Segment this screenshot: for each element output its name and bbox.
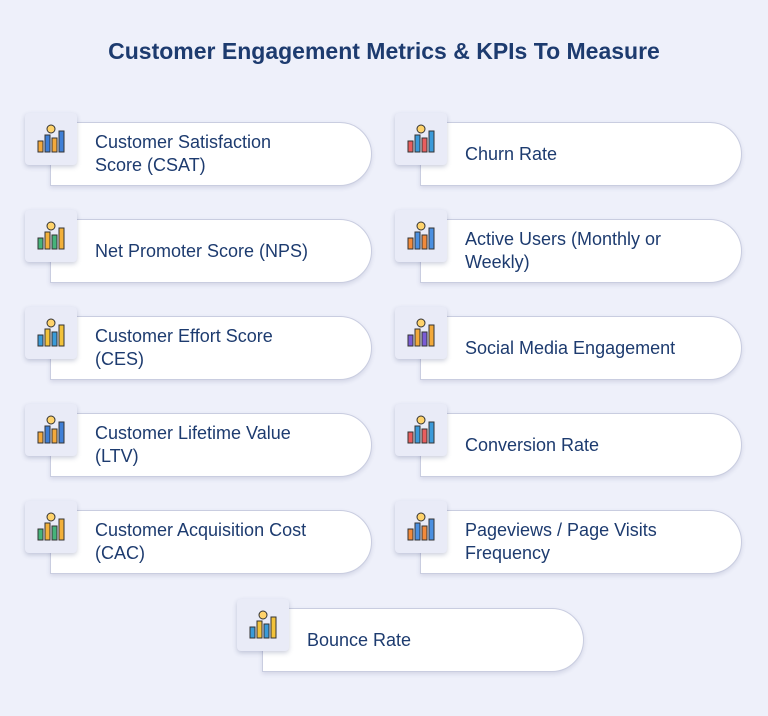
metric-label: Customer Lifetime Value (LTV) — [95, 414, 291, 476]
metric-card: Churn Rate — [420, 122, 742, 186]
metric-label-line: Customer Lifetime Value — [95, 423, 291, 443]
metric-label: Conversion Rate — [465, 414, 599, 476]
metric-label-line: Bounce Rate — [307, 629, 412, 650]
metric-label: Customer Satisfaction Score (CSAT) — [95, 123, 271, 185]
metric-icon — [395, 307, 447, 359]
metric-icon — [395, 501, 447, 553]
metric-label-line: Frequency — [465, 543, 551, 563]
metric-icon — [25, 307, 77, 359]
metric-label: Active Users (Monthly or Weekly) — [465, 220, 661, 282]
metric-card: Active Users (Monthly or Weekly) — [420, 219, 742, 283]
page-title: Customer Engagement Metrics & KPIs To Me… — [108, 38, 660, 64]
metric-label: Customer Effort Score (CES) — [95, 317, 273, 379]
metric-card: Customer Effort Score (CES) — [50, 316, 372, 380]
metric-label: Bounce Rate — [307, 609, 411, 671]
metric-icon — [395, 210, 447, 262]
metric-label: Net Promoter Score (NPS) — [95, 220, 308, 282]
metric-card: Customer Acquisition Cost (CAC) — [50, 510, 372, 574]
metric-card: Net Promoter Score (NPS) — [50, 219, 372, 283]
metric-label-line: (LTV) — [95, 446, 139, 466]
metric-label: Social Media Engagement — [465, 317, 675, 379]
metric-icon — [25, 210, 77, 262]
metric-card: Social Media Engagement — [420, 316, 742, 380]
metric-icon — [395, 113, 447, 165]
metric-label: Customer Acquisition Cost (CAC) — [95, 511, 306, 573]
metric-label: Pageviews / Page Visits Frequency — [465, 511, 657, 573]
metric-label-line: Score (CSAT) — [95, 155, 206, 175]
metric-card: Bounce Rate — [262, 608, 584, 672]
metric-card: Pageviews / Page Visits Frequency — [420, 510, 742, 574]
metric-icon — [395, 404, 447, 456]
metric-label-line: Pageviews / Page Visits — [465, 520, 657, 540]
metric-label-line: Social Media Engagement — [465, 337, 676, 358]
metric-label-line: Weekly) — [465, 252, 530, 272]
metric-icon — [25, 404, 77, 456]
metric-card: Conversion Rate — [420, 413, 742, 477]
metric-label-line: (CAC) — [95, 543, 145, 563]
metric-label-line: Net Promoter Score (NPS) — [95, 240, 309, 261]
metric-icon — [237, 599, 289, 651]
metric-card: Customer Lifetime Value (LTV) — [50, 413, 372, 477]
metric-label-line: Customer Satisfaction — [95, 132, 272, 152]
metric-icon — [25, 113, 77, 165]
metric-card: Customer Satisfaction Score (CSAT) — [50, 122, 372, 186]
metric-label-line: Active Users (Monthly or — [465, 229, 662, 249]
metric-label-line: Churn Rate — [465, 143, 558, 164]
metric-label-line: Customer Acquisition Cost — [95, 520, 307, 540]
metric-label-line: Conversion Rate — [465, 434, 600, 455]
metric-label: Churn Rate — [465, 123, 557, 185]
metric-icon — [25, 501, 77, 553]
metric-label-line: (CES) — [95, 349, 144, 369]
metric-label-line: Customer Effort Score — [95, 326, 273, 346]
